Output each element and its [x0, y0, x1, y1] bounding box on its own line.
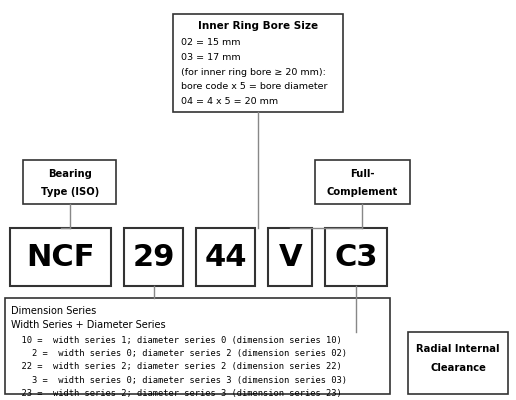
- FancyBboxPatch shape: [408, 332, 508, 394]
- Text: V: V: [279, 242, 302, 272]
- Text: Complement: Complement: [327, 187, 398, 197]
- Text: 2 =  width series 0; diameter series 2 (dimension series 02): 2 = width series 0; diameter series 2 (d…: [11, 349, 347, 358]
- Text: 10 =  width series 1; diameter series 0 (dimension series 10): 10 = width series 1; diameter series 0 (…: [11, 336, 342, 345]
- Text: Inner Ring Bore Size: Inner Ring Bore Size: [198, 21, 318, 31]
- Text: Full-: Full-: [350, 169, 375, 179]
- Text: Type (ISO): Type (ISO): [41, 187, 99, 197]
- Text: Clearance: Clearance: [430, 363, 486, 373]
- FancyBboxPatch shape: [315, 160, 410, 204]
- Text: Radial Internal: Radial Internal: [416, 344, 499, 354]
- Text: bore code x 5 = bore diameter: bore code x 5 = bore diameter: [181, 82, 327, 91]
- Text: 44: 44: [204, 242, 247, 272]
- FancyBboxPatch shape: [268, 228, 312, 286]
- Text: 23 =  width series 2; diameter series 3 (dimension series 23): 23 = width series 2; diameter series 3 (…: [11, 389, 342, 398]
- Text: C3: C3: [334, 242, 378, 272]
- FancyBboxPatch shape: [196, 228, 255, 286]
- Text: Dimension Series: Dimension Series: [11, 306, 96, 316]
- Text: 02 = 15 mm: 02 = 15 mm: [181, 38, 240, 47]
- FancyBboxPatch shape: [10, 228, 111, 286]
- Text: 3 =  width series 0; diameter series 3 (dimension series 03): 3 = width series 0; diameter series 3 (d…: [11, 376, 347, 385]
- Text: 22 =  width series 2; diameter series 2 (dimension series 22): 22 = width series 2; diameter series 2 (…: [11, 362, 342, 371]
- Text: 04 = 4 x 5 = 20 mm: 04 = 4 x 5 = 20 mm: [181, 97, 278, 106]
- FancyBboxPatch shape: [124, 228, 183, 286]
- Text: Width Series + Diameter Series: Width Series + Diameter Series: [11, 320, 166, 330]
- Text: 03 = 17 mm: 03 = 17 mm: [181, 53, 240, 62]
- Text: NCF: NCF: [26, 242, 95, 272]
- Text: Bearing: Bearing: [47, 169, 92, 179]
- FancyBboxPatch shape: [173, 14, 343, 112]
- Text: (for inner ring bore ≥ 20 mm):: (for inner ring bore ≥ 20 mm):: [181, 68, 326, 76]
- FancyBboxPatch shape: [325, 228, 387, 286]
- Text: 29: 29: [132, 242, 175, 272]
- FancyBboxPatch shape: [23, 160, 116, 204]
- FancyBboxPatch shape: [5, 298, 390, 394]
